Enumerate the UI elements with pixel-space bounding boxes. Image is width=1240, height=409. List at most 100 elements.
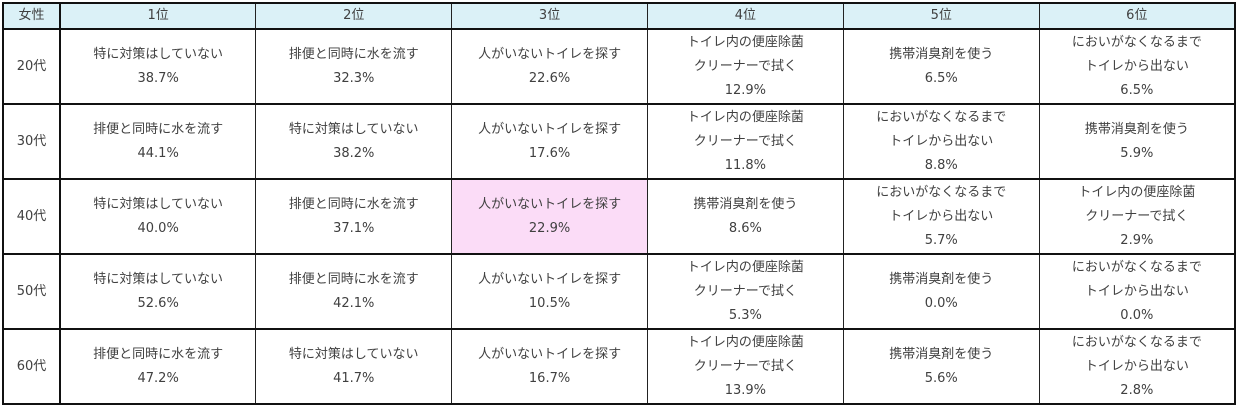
rank-cell: 特に対策はしていない 41.7%	[255, 328, 453, 405]
answer-text: 携帯消臭剤を使う	[889, 46, 994, 62]
rank-cell: 携帯消臭剤を使う 8.6%	[646, 178, 844, 255]
answer-text: トイレ内の便座除菌	[686, 334, 804, 350]
answer-text: 人がいないトイレを探す	[478, 346, 622, 362]
answer-text: 特に対策はしていない	[93, 46, 223, 62]
percentage-value: 44.1%	[137, 145, 179, 161]
age-group-label: 40代	[2, 178, 61, 255]
rank-cell: 特に対策はしていない 40.0%	[59, 178, 257, 255]
rank-cell: トイレ内の便座除菌 クリーナーで拭く 2.9%	[1038, 178, 1236, 255]
rank-header: 6位	[1038, 2, 1236, 30]
rank-cell: においがなくなるまで トイレから出ない 5.7%	[842, 178, 1040, 255]
percentage-value: 52.6%	[137, 295, 179, 311]
percentage-value: 16.7%	[528, 370, 571, 386]
answer-text: 特に対策はしていない	[288, 121, 419, 137]
rank-cell: 携帯消臭剤を使う 6.5%	[842, 28, 1040, 105]
percentage-value: 0.0%	[1120, 307, 1154, 323]
answer-text: クリーナーで拭く	[693, 358, 798, 374]
answer-text: 携帯消臭剤を使う	[693, 196, 798, 212]
answer-text: においがなくなるまで	[1071, 34, 1202, 50]
answer-text: 携帯消臭剤を使う	[889, 346, 994, 362]
answer-text: トイレから出ない	[1084, 283, 1189, 299]
rank-cell: 人がいないトイレを探す 10.5%	[451, 253, 648, 330]
answer-text: トイレから出ない	[889, 208, 994, 224]
percentage-value: 17.6%	[528, 145, 571, 161]
percentage-value: 10.5%	[528, 295, 571, 311]
percentage-value: 5.6%	[924, 370, 958, 386]
answer-text: 排便と同時に水を流す	[93, 346, 224, 362]
rank-cell: 特に対策はしていない 38.2%	[255, 103, 453, 180]
table-row: 30代 排便と同時に水を流す 44.1% 特に対策はしていない 38.2% 人がいないトイ…	[2, 103, 1236, 180]
rank-cell: トイレ内の便座除菌 クリーナーで拭く 5.3%	[646, 253, 844, 330]
answer-text: クリーナーで拭く	[693, 283, 798, 299]
rank-header: 4位	[646, 2, 844, 30]
rank-cell: 人がいないトイレを探す 22.6%	[451, 28, 648, 105]
answer-text: においがなくなるまで	[876, 184, 1007, 200]
rank-cell: 携帯消臭剤を使う 5.9%	[1038, 103, 1236, 180]
rank-cell: 人がいないトイレを探す 17.6%	[451, 103, 648, 180]
percentage-value: 5.9%	[1120, 145, 1154, 161]
age-group-label: 20代	[2, 28, 61, 105]
answer-text: トイレ内の便座除菌	[686, 109, 804, 125]
percentage-value: 42.1%	[333, 295, 375, 311]
rank-cell: においがなくなるまで トイレから出ない 6.5%	[1038, 28, 1236, 105]
answer-text: 排便と同時に水を流す	[288, 196, 419, 212]
percentage-value: 22.9%	[528, 220, 571, 236]
answer-text: においがなくなるまで	[876, 109, 1007, 125]
answer-text: 排便と同時に水を流す	[93, 121, 224, 137]
answer-text: トイレ内の便座除菌	[686, 34, 804, 50]
percentage-value: 47.2%	[137, 370, 179, 386]
percentage-value: 22.6%	[528, 70, 571, 86]
answer-text: 排便と同時に水を流す	[288, 271, 419, 287]
answer-text: トイレ内の便座除菌	[1078, 184, 1196, 200]
answer-text: トイレ内の便座除菌	[686, 259, 804, 275]
answer-text: クリーナーで拭く	[693, 58, 798, 74]
rank-cell: 排便と同時に水を流す 42.1%	[255, 253, 453, 330]
age-group-label: 60代	[2, 328, 61, 405]
corner-label: 女性	[2, 2, 61, 30]
answer-text: 人がいないトイレを探す	[478, 46, 622, 62]
rank-cell: においがなくなるまで トイレから出ない 8.8%	[842, 103, 1040, 180]
rank-header: 3位	[451, 2, 648, 30]
percentage-value: 32.3%	[333, 70, 375, 86]
percentage-value: 40.0%	[137, 220, 179, 236]
percentage-value: 37.1%	[333, 220, 375, 236]
rank-cell: 排便と同時に水を流す 32.3%	[255, 28, 453, 105]
answer-text: クリーナーで拭く	[693, 133, 798, 149]
rank-cell: 人がいないトイレを探す 16.7%	[451, 328, 648, 405]
percentage-value: 2.9%	[1120, 232, 1154, 248]
percentage-value: 5.3%	[728, 307, 762, 323]
answer-text: 特に対策はしていない	[93, 196, 223, 212]
percentage-value: 6.5%	[1120, 82, 1154, 98]
answer-text: 特に対策はしていない	[288, 346, 419, 362]
rank-header: 2位	[255, 2, 453, 30]
rank-header: 5位	[842, 2, 1040, 30]
answer-text: 人がいないトイレを探す	[478, 121, 622, 137]
rank-cell: においがなくなるまで トイレから出ない 0.0%	[1038, 253, 1236, 330]
percentage-value: 11.8%	[724, 157, 767, 173]
rank-cell: においがなくなるまで トイレから出ない 2.8%	[1038, 328, 1236, 405]
percentage-value: 13.9%	[724, 382, 767, 398]
rank-cell: 排便と同時に水を流す 44.1%	[59, 103, 257, 180]
percentage-value: 0.0%	[924, 295, 958, 311]
rank-cell: 排便と同時に水を流す 47.2%	[59, 328, 257, 405]
answer-text: 携帯消臭剤を使う	[1084, 121, 1189, 137]
percentage-value: 38.7%	[137, 70, 179, 86]
rank-cell: 排便と同時に水を流す 37.1%	[255, 178, 453, 255]
answer-text: においがなくなるまで	[1071, 259, 1202, 275]
answer-text: 人がいないトイレを探す	[478, 196, 622, 212]
rank-cell: 特に対策はしていない 52.6%	[59, 253, 257, 330]
rank-cell: 携帯消臭剤を使う 5.6%	[842, 328, 1040, 405]
answer-text: クリーナーで拭く	[1085, 208, 1189, 224]
answer-text: 特に対策はしていない	[93, 271, 223, 287]
header-row: 女性 1位 2位 3位 4位 5位 6位	[2, 2, 1236, 30]
percentage-value: 38.2%	[333, 145, 375, 161]
rank-cell: トイレ内の便座除菌 クリーナーで拭く 12.9%	[646, 28, 844, 105]
percentage-value: 8.6%	[728, 220, 762, 236]
percentage-value: 8.8%	[924, 157, 958, 173]
answer-text: トイレから出ない	[1084, 58, 1189, 74]
answer-text: 携帯消臭剤を使う	[889, 271, 994, 287]
answer-text: トイレから出ない	[1084, 358, 1189, 374]
answer-text: 排便と同時に水を流す	[288, 46, 419, 62]
table-row: 50代 特に対策はしていない 52.6% 排便と同時に水を流す 42.1% 人がいないトイ…	[2, 253, 1236, 330]
